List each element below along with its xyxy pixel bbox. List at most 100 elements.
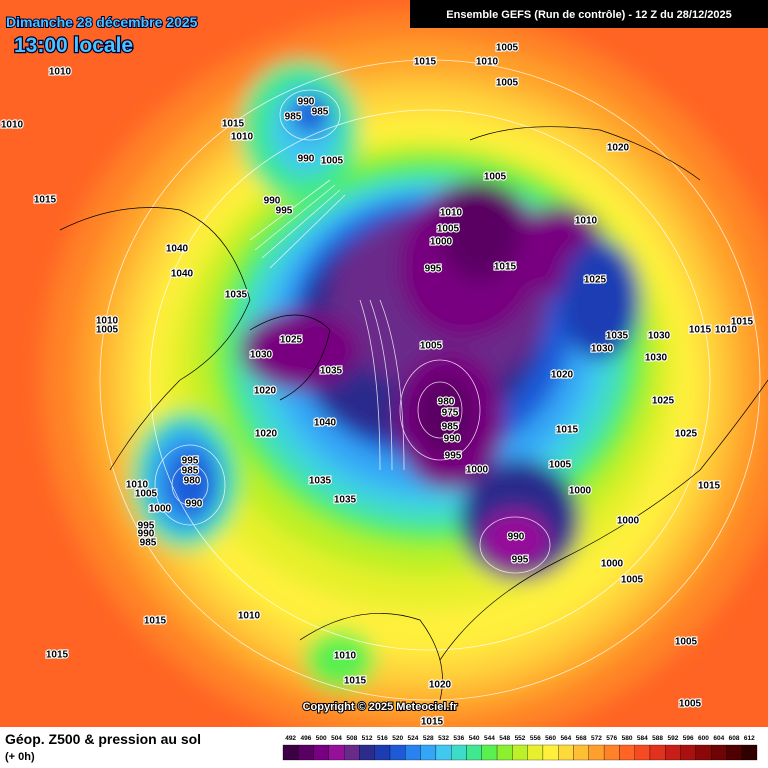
- legend-label: 528: [423, 735, 434, 742]
- legend-swatch: [649, 744, 666, 761]
- isobars: [99, 59, 761, 701]
- pressure-label: 1030: [250, 350, 273, 361]
- pressure-label: 995: [512, 555, 529, 566]
- pressure-label: 1010: [126, 480, 149, 491]
- pressure-label: 1040: [314, 418, 337, 429]
- legend-swatch: [603, 744, 620, 761]
- run-info: Ensemble GEFS (Run de contrôle) - 12 Z d…: [446, 9, 731, 21]
- pressure-label: 1020: [255, 429, 278, 440]
- legend-swatch: [588, 744, 605, 761]
- legend-label: 584: [637, 735, 648, 742]
- legend-swatch: [573, 744, 589, 761]
- legend-label: 564: [560, 735, 571, 742]
- legend-swatch: [695, 744, 712, 761]
- pressure-labels: 1020100510151010100599098598510151010990…: [0, 1, 755, 729]
- legend-swatch: [420, 744, 437, 761]
- pressure-label: 1010: [715, 325, 738, 336]
- pressure-label: 1015: [698, 481, 721, 492]
- legend-swatch: [619, 744, 635, 761]
- pressure-label: 1010: [1, 120, 24, 131]
- legend-swatch: [680, 744, 696, 761]
- color-legend: 492 496 500 504 508 512 516 520 524 528 532 536 540 5…: [282, 735, 758, 761]
- legend-label: 600: [698, 735, 709, 742]
- pressure-label: 1020: [607, 143, 630, 154]
- legend-swatch: [451, 744, 467, 761]
- pressure-label: 1030: [648, 331, 671, 342]
- legend-swatch: [481, 744, 498, 761]
- date: Dimanche 28 décembre 2025: [6, 14, 198, 30]
- pressure-label: 1040: [166, 244, 189, 255]
- pressure-label: 985: [442, 422, 459, 433]
- pressure-label: 1005: [420, 341, 443, 352]
- pressure-label: 985: [140, 538, 157, 549]
- legend-label: 540: [469, 735, 480, 742]
- pressure-label: 1040: [171, 269, 194, 280]
- legend-swatch: [710, 744, 727, 761]
- pressure-label: 1035: [320, 366, 343, 377]
- pressure-label: 1000: [430, 237, 453, 248]
- field-layer: [440, 180, 520, 280]
- pressure-label: 990: [186, 499, 203, 510]
- pressure-label: 990: [508, 532, 525, 543]
- pressure-label: 1005: [96, 325, 119, 336]
- legend-swatch: [542, 744, 559, 761]
- pressure-label: 1005: [679, 699, 702, 710]
- pressure-label: 995: [425, 264, 442, 275]
- pressure-label: 990: [298, 97, 315, 108]
- pressure-label: 1005: [437, 224, 460, 235]
- pressure-label: 1010: [334, 651, 357, 662]
- field-layer: [305, 630, 375, 690]
- legend-label: 580: [622, 735, 633, 742]
- pressure-label: 1015: [556, 425, 579, 436]
- legend-label: 516: [377, 735, 388, 742]
- pressure-label: 1035: [606, 331, 629, 342]
- pressure-label: 1035: [225, 290, 248, 301]
- legend-label: 612: [744, 735, 755, 742]
- pressure-label: 1025: [280, 335, 303, 346]
- pressure-label: 985: [182, 466, 199, 477]
- pressure-label: 1015: [731, 317, 754, 328]
- legend-label: 520: [392, 735, 403, 742]
- pressure-label: 1010: [440, 208, 463, 219]
- pressure-label: 1000: [569, 486, 592, 497]
- field-layers: [40, 10, 768, 727]
- legend-label: 512: [362, 735, 373, 742]
- legend-swatch: [405, 744, 421, 761]
- legend-label: 604: [713, 735, 724, 742]
- pressure-label: 1015: [34, 195, 57, 206]
- pressure-label: 990: [298, 154, 315, 165]
- pressure-label: 1010: [476, 57, 499, 68]
- legend-swatch: [328, 744, 345, 761]
- legend-label: 608: [729, 735, 740, 742]
- legend-label: 536: [453, 735, 464, 742]
- pressure-label: 980: [438, 397, 455, 408]
- local-time: 13:00 locale: [14, 34, 133, 57]
- pressure-label: 1010: [231, 132, 254, 143]
- legend-swatch: [344, 744, 360, 761]
- pressure-label: 1005: [321, 156, 344, 167]
- legend-swatch: [374, 744, 391, 761]
- legend-label: 524: [408, 735, 419, 742]
- field-layer: [560, 240, 640, 360]
- legend-swatch: [558, 744, 574, 761]
- pressure-label: 1015: [689, 325, 712, 336]
- pressure-label: 1005: [484, 172, 507, 183]
- legend-swatch: [359, 744, 375, 761]
- legend-label: 572: [591, 735, 602, 742]
- pressure-label: 990: [138, 529, 155, 540]
- legend-label: 552: [515, 735, 526, 742]
- pressure-label: 985: [285, 112, 302, 123]
- pressure-label: 1015: [144, 616, 167, 627]
- legend-swatch: [298, 744, 314, 761]
- pressure-label: 995: [445, 451, 462, 462]
- legend-label: 548: [499, 735, 510, 742]
- pressure-label: 1035: [309, 476, 332, 487]
- legend-swatch: [282, 744, 299, 761]
- pressure-label: 995: [276, 206, 293, 217]
- legend-swatch: [726, 744, 742, 761]
- pressure-label: 1010: [575, 216, 598, 227]
- coastlines: [59, 126, 768, 701]
- pressure-label: 1005: [621, 575, 644, 586]
- legend-swatch: [313, 744, 330, 761]
- legend-swatch: [389, 744, 406, 761]
